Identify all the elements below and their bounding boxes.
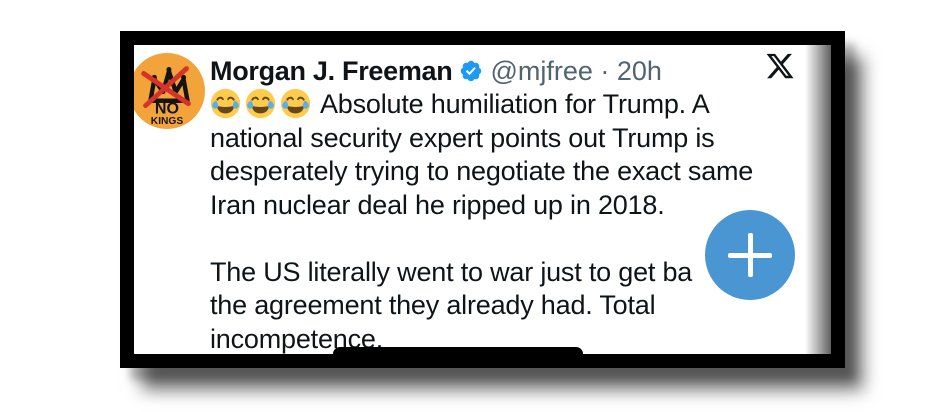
tweet-header: Morgan J. Freeman @mjfree · 20h bbox=[210, 55, 662, 87]
tweet-line: the agreement they already had. Total bbox=[210, 290, 656, 320]
tweet-text: Absolute humiliation for Trump. A nation… bbox=[209, 87, 831, 354]
author-name[interactable]: Morgan J. Freeman bbox=[210, 55, 453, 86]
tweet-line-text: Absolute humiliation for Trump. A bbox=[320, 89, 710, 119]
avatar[interactable]: NO KINGS bbox=[134, 52, 206, 130]
verified-badge-icon bbox=[461, 60, 482, 82]
tweet-screenshot-frame: NO KINGS Morgan J. Freeman @mjfree · 20h… bbox=[120, 31, 845, 368]
tweet-line: Absolute humiliation for Trump. A bbox=[209, 87, 831, 122]
tweet-line: desperately trying to negotiate the exac… bbox=[210, 156, 754, 186]
author-handle-timestamp[interactable]: @mjfree · 20h bbox=[490, 55, 662, 86]
tweet-line: Iran nuclear deal he ripped up in 2018. bbox=[210, 189, 665, 220]
crossed-out-crown-icon bbox=[141, 66, 191, 109]
tweet-line: The US literally went to war just to get… bbox=[210, 256, 693, 287]
face-with-tears-of-joy-icon bbox=[244, 87, 277, 120]
avatar-text-kings: KINGS bbox=[151, 116, 184, 127]
x-logo-icon[interactable] bbox=[765, 51, 795, 81]
face-with-tears-of-joy-icon bbox=[279, 87, 312, 120]
compose-plus-button[interactable] bbox=[705, 210, 795, 300]
avatar-text-no: NO bbox=[155, 99, 179, 117]
tweet-card: NO KINGS Morgan J. Freeman @mjfree · 20h… bbox=[134, 45, 831, 354]
bottom-black-bar bbox=[333, 347, 583, 354]
tweet-line: national security expert points out Trum… bbox=[210, 122, 715, 153]
face-with-tears-of-joy-icon bbox=[209, 87, 242, 120]
